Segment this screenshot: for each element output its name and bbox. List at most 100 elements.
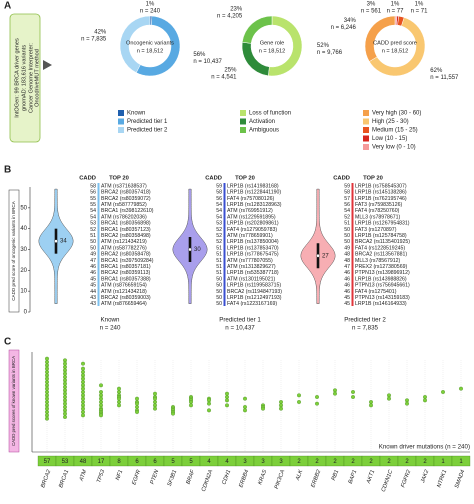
legend-label: Ambiguous bbox=[249, 128, 279, 134]
slice-percent: 1% bbox=[415, 2, 424, 8]
dot bbox=[135, 410, 139, 414]
count-label: 3 bbox=[279, 459, 283, 465]
gene-label: NTRK1 bbox=[436, 469, 448, 488]
legend-swatch bbox=[118, 127, 124, 133]
gene-label: ALK bbox=[295, 469, 305, 482]
table-score: 58 bbox=[344, 190, 350, 196]
dot bbox=[81, 361, 85, 366]
legend-label: Known bbox=[127, 111, 145, 117]
table-bar bbox=[97, 183, 100, 306]
slice-count: n = 240 bbox=[140, 9, 161, 15]
table-variant: BRCA2 (rs80359072) bbox=[101, 196, 151, 202]
dot bbox=[81, 410, 85, 414]
donut-slice bbox=[364, 15, 396, 62]
dot bbox=[45, 360, 49, 364]
dot bbox=[423, 398, 427, 403]
slice-count: n = 11,557 bbox=[430, 75, 459, 81]
table-score: 46 bbox=[344, 270, 350, 276]
dot bbox=[45, 400, 49, 404]
table-variant: LRP1B (rs1212497193) bbox=[227, 295, 282, 301]
legend-swatch bbox=[118, 110, 124, 116]
table-score: 43 bbox=[90, 301, 96, 307]
dot bbox=[45, 373, 49, 378]
gene-label: ERBB4 bbox=[238, 469, 250, 488]
table-variant: ATM (rs371638537) bbox=[101, 183, 147, 189]
table-variant: FAT4 (rs78250760) bbox=[355, 208, 400, 214]
count-label: 57 bbox=[44, 459, 51, 465]
dot bbox=[63, 365, 67, 369]
count-label: 2 bbox=[333, 459, 337, 465]
dot bbox=[81, 403, 85, 408]
count-label: 48 bbox=[80, 459, 87, 465]
table-score: 46 bbox=[344, 283, 350, 289]
gene-label: CDKN1C bbox=[381, 468, 395, 493]
table-score: 45 bbox=[90, 276, 96, 282]
dot bbox=[63, 381, 67, 386]
gene-label: BRAF bbox=[186, 469, 197, 486]
median bbox=[54, 239, 58, 243]
table-score: 44 bbox=[90, 289, 96, 295]
median-label: 34 bbox=[60, 239, 67, 245]
dot bbox=[45, 356, 49, 361]
table-score: 48 bbox=[344, 252, 350, 258]
legend-swatch bbox=[363, 127, 369, 133]
y-axis-label: CADD pred score of oncogenic variants in… bbox=[11, 200, 16, 301]
dot bbox=[333, 391, 337, 396]
table-score: 51 bbox=[90, 233, 96, 239]
panel-label: A bbox=[4, 1, 11, 12]
table-bar bbox=[351, 183, 354, 306]
slice-count: n = 6,246 bbox=[331, 25, 357, 31]
table-score: 55 bbox=[90, 196, 96, 202]
dot bbox=[45, 376, 49, 381]
gene-label: EGFR bbox=[131, 469, 142, 486]
table-variant: LRP1B (rs758545307) bbox=[355, 183, 407, 189]
table-score: 51 bbox=[216, 252, 222, 258]
table-score: 51 bbox=[216, 264, 222, 270]
dot bbox=[369, 400, 373, 404]
gene-label: NF1 bbox=[115, 469, 124, 481]
dot bbox=[45, 386, 49, 391]
dot bbox=[189, 400, 193, 404]
dot bbox=[45, 403, 49, 408]
table-variant: MLL3 (rs78567912) bbox=[355, 258, 401, 264]
donut-slice bbox=[241, 41, 270, 77]
slice-count: n = 9,766 bbox=[317, 50, 343, 56]
table-variant: LRP1B (rs143988826) bbox=[355, 276, 407, 282]
table-score: 50 bbox=[216, 283, 222, 289]
dot bbox=[441, 390, 445, 394]
table-variant: MLL3 (rs78978671) bbox=[355, 214, 401, 220]
table-variant: ATM (rs777807055) bbox=[227, 258, 273, 264]
dot bbox=[99, 413, 103, 418]
source-text: gnomAD: 183,616 variants bbox=[21, 45, 27, 111]
table-variant: LRP1B (rs1267954831) bbox=[355, 221, 410, 227]
table-score: 49 bbox=[344, 245, 350, 251]
dot bbox=[99, 393, 103, 398]
table-score: 54 bbox=[216, 208, 222, 214]
table-score: 56 bbox=[216, 196, 222, 202]
y-tick-label: 0 bbox=[24, 310, 28, 316]
dot bbox=[45, 390, 49, 394]
dot bbox=[63, 388, 67, 393]
dot bbox=[225, 395, 229, 399]
slice-percent: 25% bbox=[224, 68, 237, 74]
table-variant: BRCA2 (rs80358478) bbox=[101, 252, 151, 258]
median bbox=[316, 253, 320, 258]
dot bbox=[243, 405, 247, 409]
table-score: 50 bbox=[344, 233, 350, 239]
table-variant: PTPN13 (rs143159183) bbox=[355, 295, 410, 301]
count-label: 17 bbox=[98, 459, 105, 465]
count-label: 5 bbox=[171, 459, 175, 465]
table-variant: PTPN13 (rs139896912) bbox=[355, 270, 410, 276]
table-variant: LRP1B (rs137850004) bbox=[227, 239, 279, 245]
legend-swatch bbox=[363, 110, 369, 116]
slice-percent: 3% bbox=[367, 2, 376, 8]
dot bbox=[63, 401, 67, 406]
dot bbox=[45, 370, 49, 374]
dot bbox=[369, 403, 373, 408]
dot bbox=[279, 406, 283, 411]
table-score: 58 bbox=[90, 183, 96, 189]
count-label: 2 bbox=[405, 459, 409, 465]
median-label: 27 bbox=[322, 253, 329, 259]
donut-slice bbox=[119, 15, 151, 74]
